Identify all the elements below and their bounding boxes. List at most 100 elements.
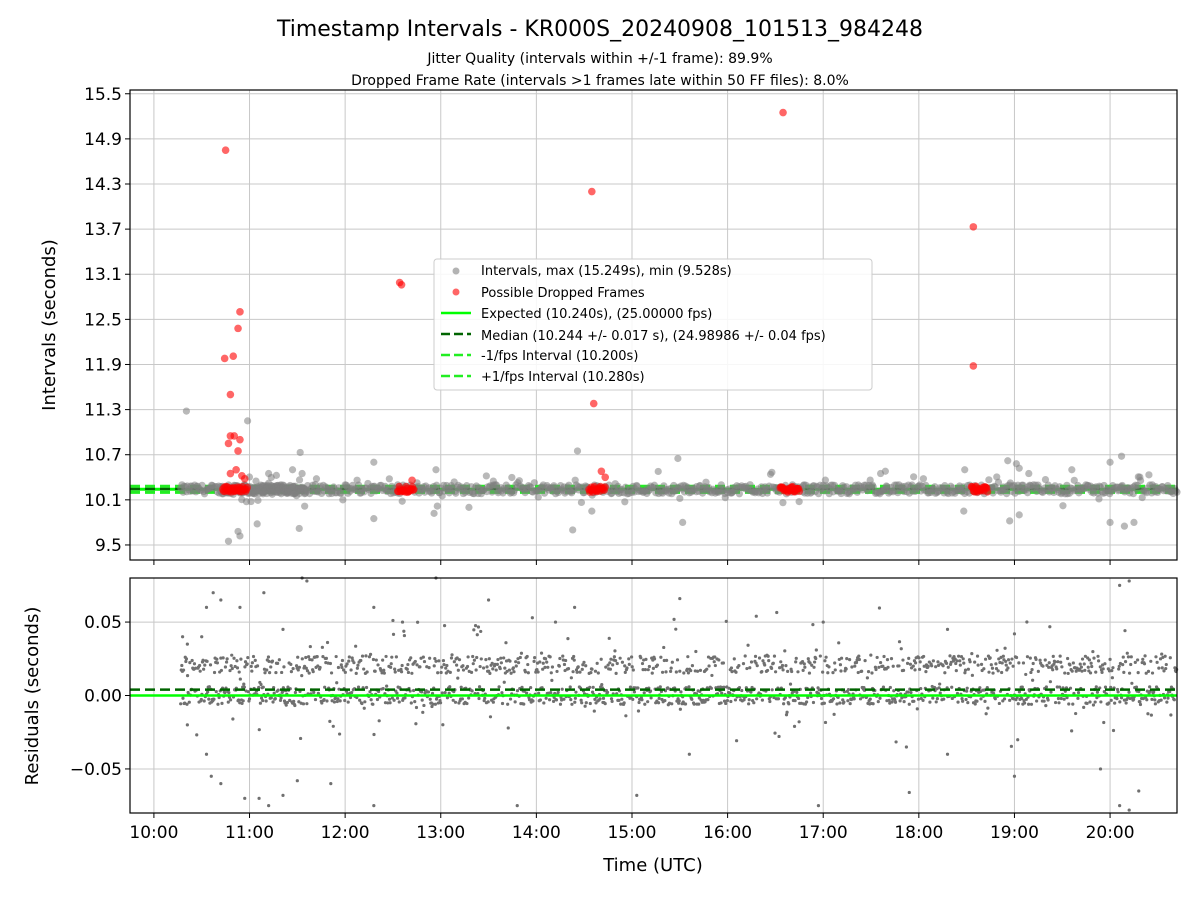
residual-point bbox=[452, 660, 456, 664]
residual-point bbox=[282, 665, 286, 669]
residual-point bbox=[472, 628, 476, 632]
residual-point bbox=[583, 704, 587, 708]
residual-point bbox=[907, 790, 911, 795]
residual-point bbox=[1080, 669, 1084, 673]
residual-point bbox=[889, 657, 894, 661]
interval-point bbox=[1068, 466, 1076, 474]
residual-point bbox=[1057, 685, 1062, 689]
residual-point bbox=[811, 700, 816, 705]
interval-point bbox=[800, 481, 808, 489]
residual-point bbox=[1025, 655, 1030, 659]
residual-point bbox=[996, 669, 1000, 673]
residual-point bbox=[670, 660, 674, 664]
residual-point bbox=[806, 657, 810, 661]
residual-point bbox=[606, 663, 610, 667]
residual-point bbox=[475, 633, 479, 637]
residual-point bbox=[493, 662, 497, 666]
residual-point bbox=[1123, 629, 1127, 633]
residual-point bbox=[935, 697, 939, 701]
residual-point bbox=[261, 685, 265, 689]
residual-point bbox=[740, 688, 744, 693]
residual-point bbox=[1016, 702, 1020, 706]
residual-point bbox=[519, 651, 524, 655]
residual-point bbox=[660, 670, 665, 674]
x-tick-label: 20:00 bbox=[1086, 823, 1135, 843]
residual-point bbox=[1118, 583, 1122, 587]
residual-point bbox=[801, 668, 805, 672]
residual-point bbox=[181, 696, 185, 700]
interval-point bbox=[1041, 475, 1050, 484]
residual-point bbox=[625, 666, 629, 670]
residual-point bbox=[1150, 671, 1155, 675]
residual-point bbox=[794, 656, 798, 660]
residual-point bbox=[954, 661, 958, 666]
residual-point bbox=[390, 696, 394, 700]
residual-point bbox=[209, 774, 213, 778]
residual-point bbox=[719, 701, 723, 705]
residual-point bbox=[1055, 667, 1059, 671]
residual-point bbox=[1090, 664, 1094, 669]
residual-point bbox=[405, 667, 409, 671]
x-tick-label: 16:00 bbox=[703, 823, 752, 843]
residual-point bbox=[311, 670, 315, 674]
residual-point bbox=[584, 701, 588, 705]
residual-point bbox=[900, 696, 904, 700]
residual-point bbox=[415, 663, 419, 667]
residual-point bbox=[1076, 696, 1080, 700]
residual-point bbox=[523, 670, 528, 674]
residual-point bbox=[1016, 738, 1020, 742]
residual-point bbox=[538, 698, 542, 702]
residual-point bbox=[459, 685, 463, 689]
residual-point bbox=[257, 796, 261, 800]
residual-point bbox=[934, 700, 938, 704]
residual-point bbox=[402, 633, 407, 638]
residual-point bbox=[950, 696, 954, 701]
residual-point bbox=[664, 658, 669, 662]
residual-point bbox=[963, 671, 967, 675]
interval-point bbox=[288, 466, 297, 474]
residual-point bbox=[1098, 767, 1103, 771]
residual-point bbox=[1000, 670, 1004, 675]
residual-point bbox=[1070, 669, 1074, 673]
residual-point bbox=[610, 699, 614, 703]
residual-point bbox=[800, 659, 805, 664]
residual-point bbox=[1048, 680, 1053, 684]
residual-point bbox=[264, 699, 268, 703]
residual-point bbox=[541, 667, 545, 671]
residual-point bbox=[733, 698, 738, 702]
residual-point bbox=[1137, 789, 1141, 793]
residual-point bbox=[902, 700, 906, 704]
residual-point bbox=[982, 667, 986, 671]
residual-point bbox=[918, 667, 922, 671]
residual-point bbox=[270, 659, 275, 663]
residual-point bbox=[1127, 671, 1132, 675]
interval-point bbox=[565, 481, 573, 489]
residual-point bbox=[1158, 657, 1163, 661]
x-tick-label: 10:00 bbox=[129, 823, 178, 843]
residual-point bbox=[204, 752, 209, 756]
residual-point bbox=[321, 654, 325, 659]
residual-point bbox=[766, 654, 770, 658]
residual-point bbox=[227, 691, 231, 695]
residual-point bbox=[868, 697, 872, 701]
residual-point bbox=[1115, 687, 1120, 692]
residual-point bbox=[1030, 667, 1034, 672]
dropped-frame-point bbox=[236, 435, 244, 444]
residual-point bbox=[470, 689, 474, 693]
residual-point bbox=[394, 655, 398, 659]
residual-point bbox=[783, 696, 787, 700]
interval-point bbox=[1138, 493, 1146, 502]
residual-point bbox=[1065, 696, 1069, 700]
dropped-frame-point bbox=[236, 308, 244, 316]
residual-point bbox=[324, 656, 328, 661]
interval-point bbox=[432, 466, 440, 474]
residual-point bbox=[1155, 660, 1159, 664]
residual-point bbox=[1076, 690, 1081, 695]
residual-point bbox=[1124, 701, 1128, 705]
residual-point bbox=[640, 661, 645, 666]
residual-point bbox=[827, 665, 831, 669]
residual-point bbox=[1046, 698, 1050, 702]
residual-point bbox=[360, 701, 364, 706]
residual-point bbox=[1004, 659, 1008, 664]
